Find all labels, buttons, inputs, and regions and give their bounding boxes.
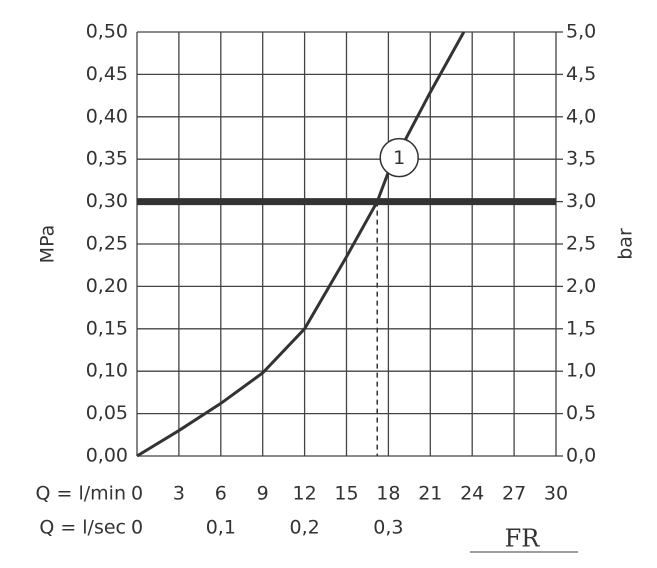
y-tick-label: 0,35 [86, 148, 128, 170]
x-tick-label: 21 [418, 483, 442, 505]
y-tick-label: 0,30 [86, 190, 128, 212]
y-axis-title: MPa [37, 225, 59, 264]
y2-tick-label: 3,5 [566, 148, 596, 170]
y-tick-label: 0,15 [86, 317, 128, 339]
y-tick-label: 0,00 [86, 445, 128, 467]
logo: FR [505, 525, 541, 553]
x-tick-label: 9 [257, 483, 269, 505]
y-tick-label: 0,25 [86, 233, 128, 255]
y2-tick-label: 2,0 [566, 275, 596, 297]
y2-tick-label: 1,5 [566, 317, 596, 339]
y-tick-label: 0,20 [86, 275, 128, 297]
x-tick-label: 0 [131, 483, 143, 505]
curve [136, 31, 466, 458]
x2-axis-title: Q = l/sec [39, 517, 126, 539]
x2-tick-label: 0 [131, 517, 143, 539]
x-tick-label: 24 [460, 483, 484, 505]
y2-tick-label: 0,5 [566, 402, 596, 424]
x-axis-title: Q = l/min [36, 483, 126, 505]
x2-tick-label: 0,3 [373, 517, 403, 539]
y-tick-label: 0,50 [86, 21, 128, 43]
y2-axis-title: bar [615, 228, 637, 260]
y-tick-label: 0,05 [86, 402, 128, 424]
y-tick-label: 0,10 [86, 360, 128, 382]
y2-tick-label: 3,0 [566, 190, 596, 212]
y-tick-label: 0,45 [86, 63, 128, 85]
y2-tick-label: 5,0 [566, 21, 596, 43]
x-tick-label: 18 [376, 483, 400, 505]
x-tick-label: 3 [173, 483, 185, 505]
x-tick-label: 12 [293, 483, 317, 505]
annotation-label: 1 [393, 147, 405, 169]
y2-tick-label: 2,5 [566, 233, 596, 255]
x-tick-label: 30 [544, 483, 568, 505]
y-tick-label: 0,40 [86, 105, 128, 127]
x2-tick-label: 0,1 [206, 517, 236, 539]
x-tick-label: 27 [502, 483, 526, 505]
x-tick-label: 15 [334, 483, 358, 505]
y2-tick-label: 0,0 [566, 445, 596, 467]
x2-tick-label: 0,2 [289, 517, 319, 539]
y2-tick-label: 4,0 [566, 105, 596, 127]
x-tick-label: 6 [215, 483, 227, 505]
annotation-circle [379, 137, 419, 178]
y2-tick-label: 4,5 [566, 63, 596, 85]
y2-tick-label: 1,0 [566, 360, 596, 382]
